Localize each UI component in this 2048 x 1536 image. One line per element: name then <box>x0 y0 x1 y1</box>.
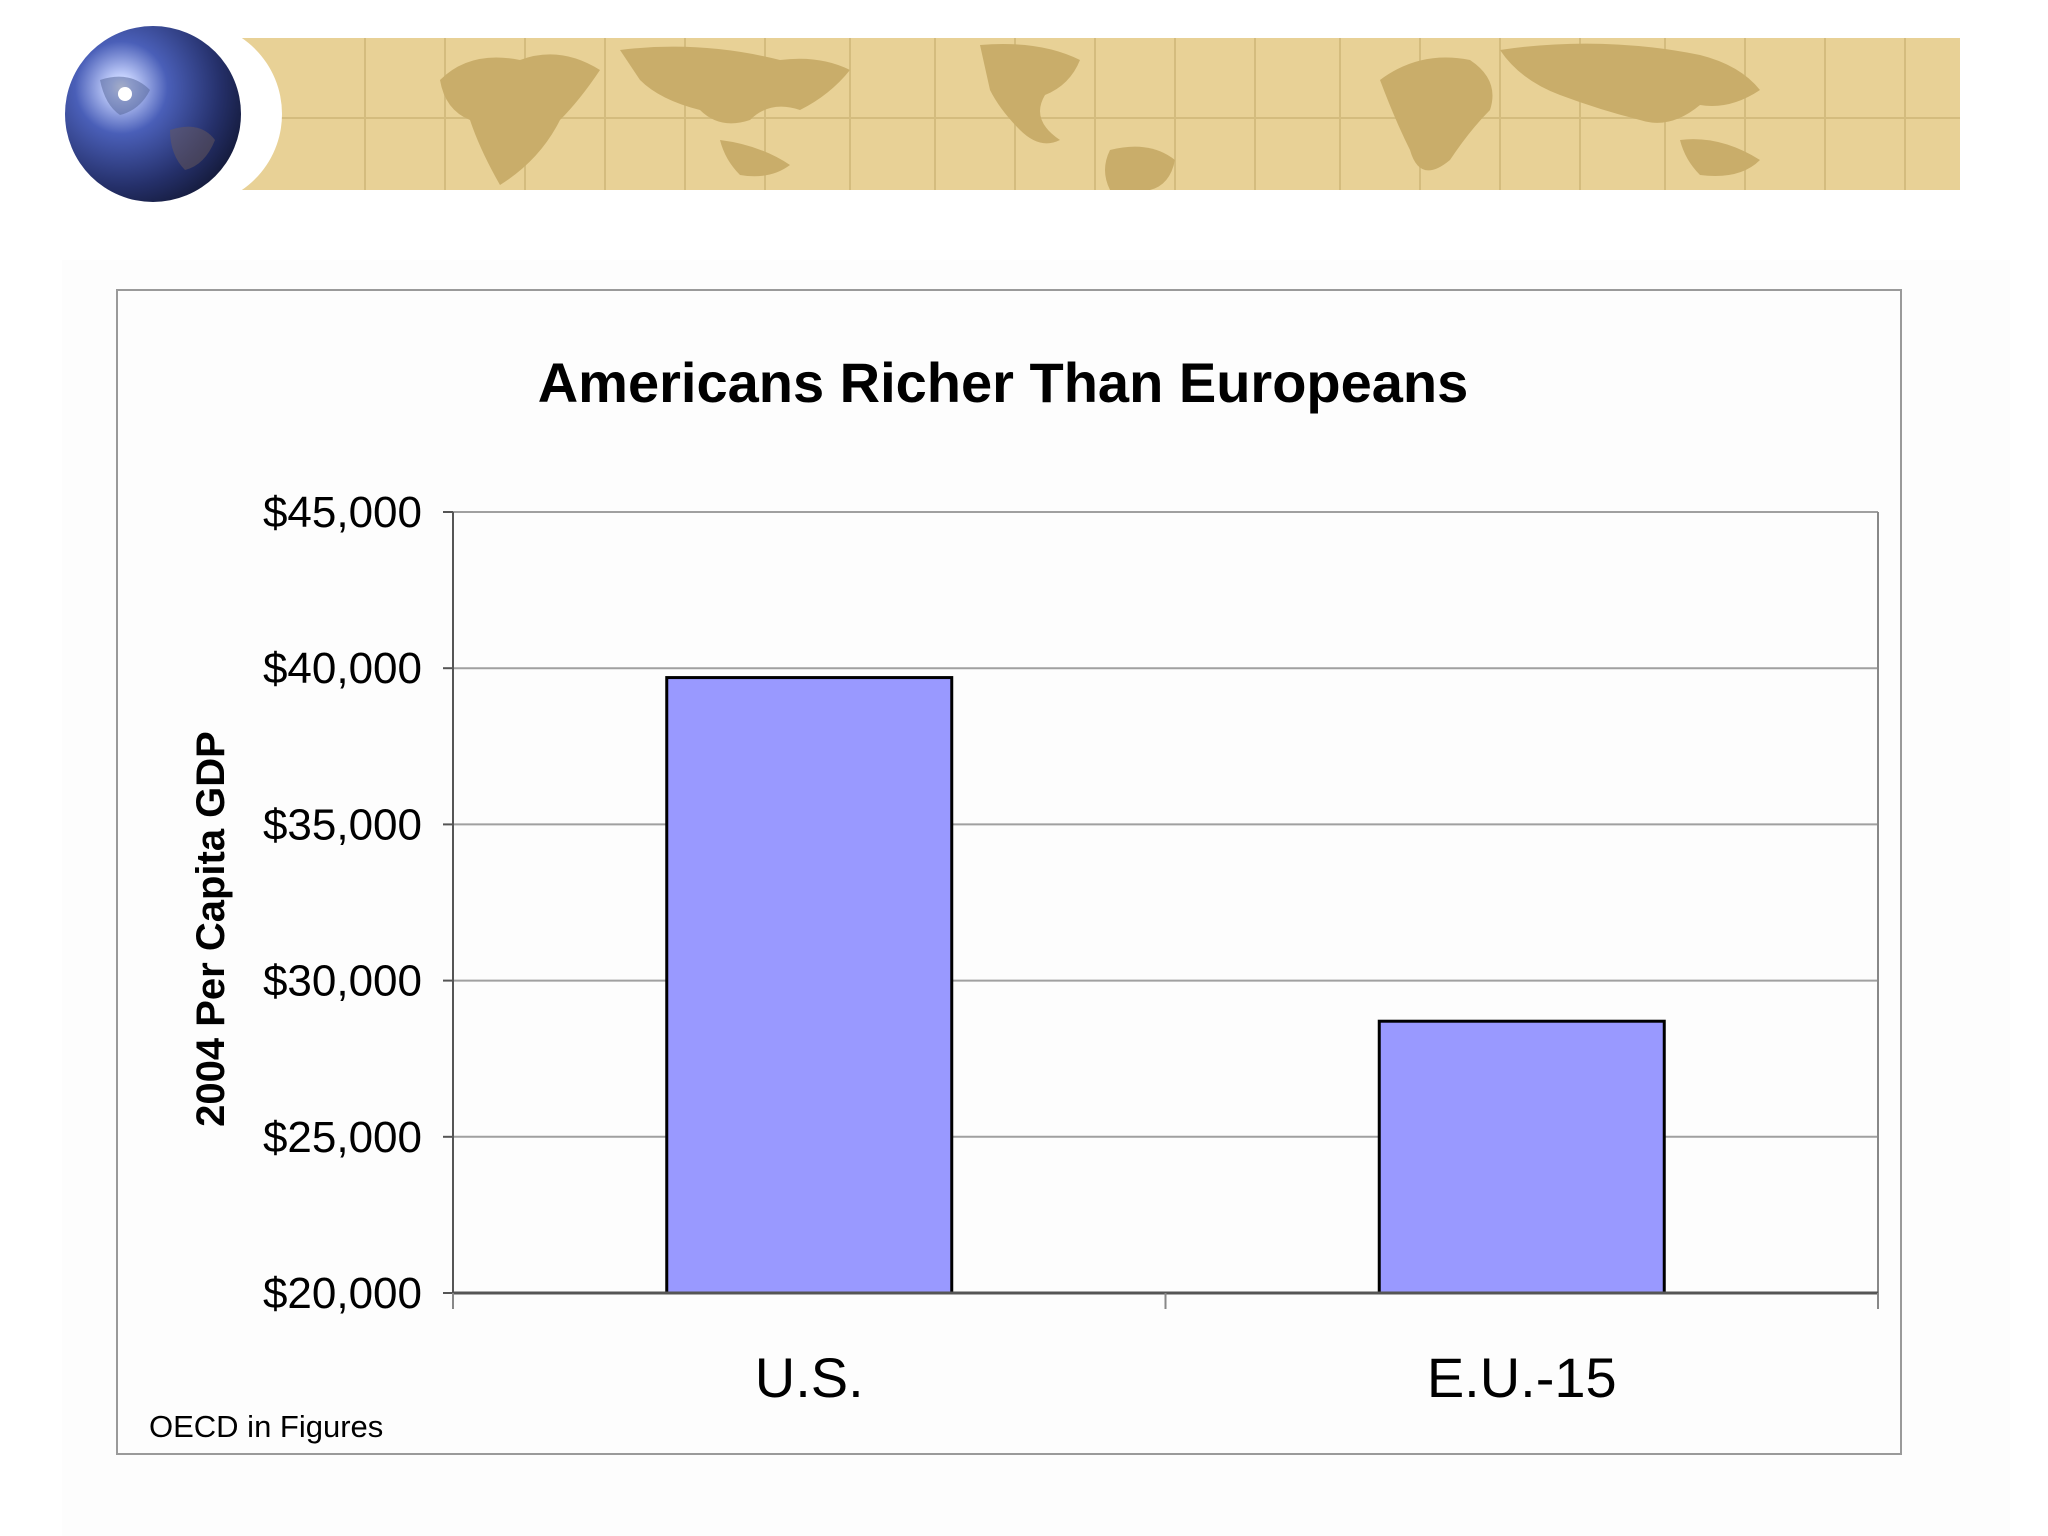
y-tick-label: $35,000 <box>263 800 422 849</box>
header-banner <box>65 22 1960 206</box>
x-category-label: E.U.-15 <box>1427 1346 1617 1409</box>
bar <box>665 676 954 1295</box>
axes <box>452 512 1879 1309</box>
continent-shapes <box>440 43 1760 190</box>
bar <box>1377 1019 1666 1295</box>
y-tick-label: $45,000 <box>263 488 422 537</box>
y-tick-label: $40,000 <box>263 644 422 693</box>
y-axis-label: 2004 Per Capita GDP <box>189 731 233 1127</box>
x-category-label: U.S. <box>755 1346 864 1409</box>
y-tick-label: $25,000 <box>263 1113 422 1162</box>
x-axis-categories: U.S. E.U.-15 <box>755 1346 1617 1409</box>
bars <box>665 676 1666 1295</box>
y-tick-label: $20,000 <box>263 1269 422 1318</box>
y-axis-ticks: $20,000 $25,000 $30,000 $35,000 $40,000 $45,0… <box>263 488 453 1318</box>
y-tick-label: $30,000 <box>263 957 422 1006</box>
chart-title: Americans Richer Than Europeans <box>538 351 1469 414</box>
globe-icon <box>65 26 241 202</box>
source-note: OECD in Figures <box>149 1409 383 1444</box>
